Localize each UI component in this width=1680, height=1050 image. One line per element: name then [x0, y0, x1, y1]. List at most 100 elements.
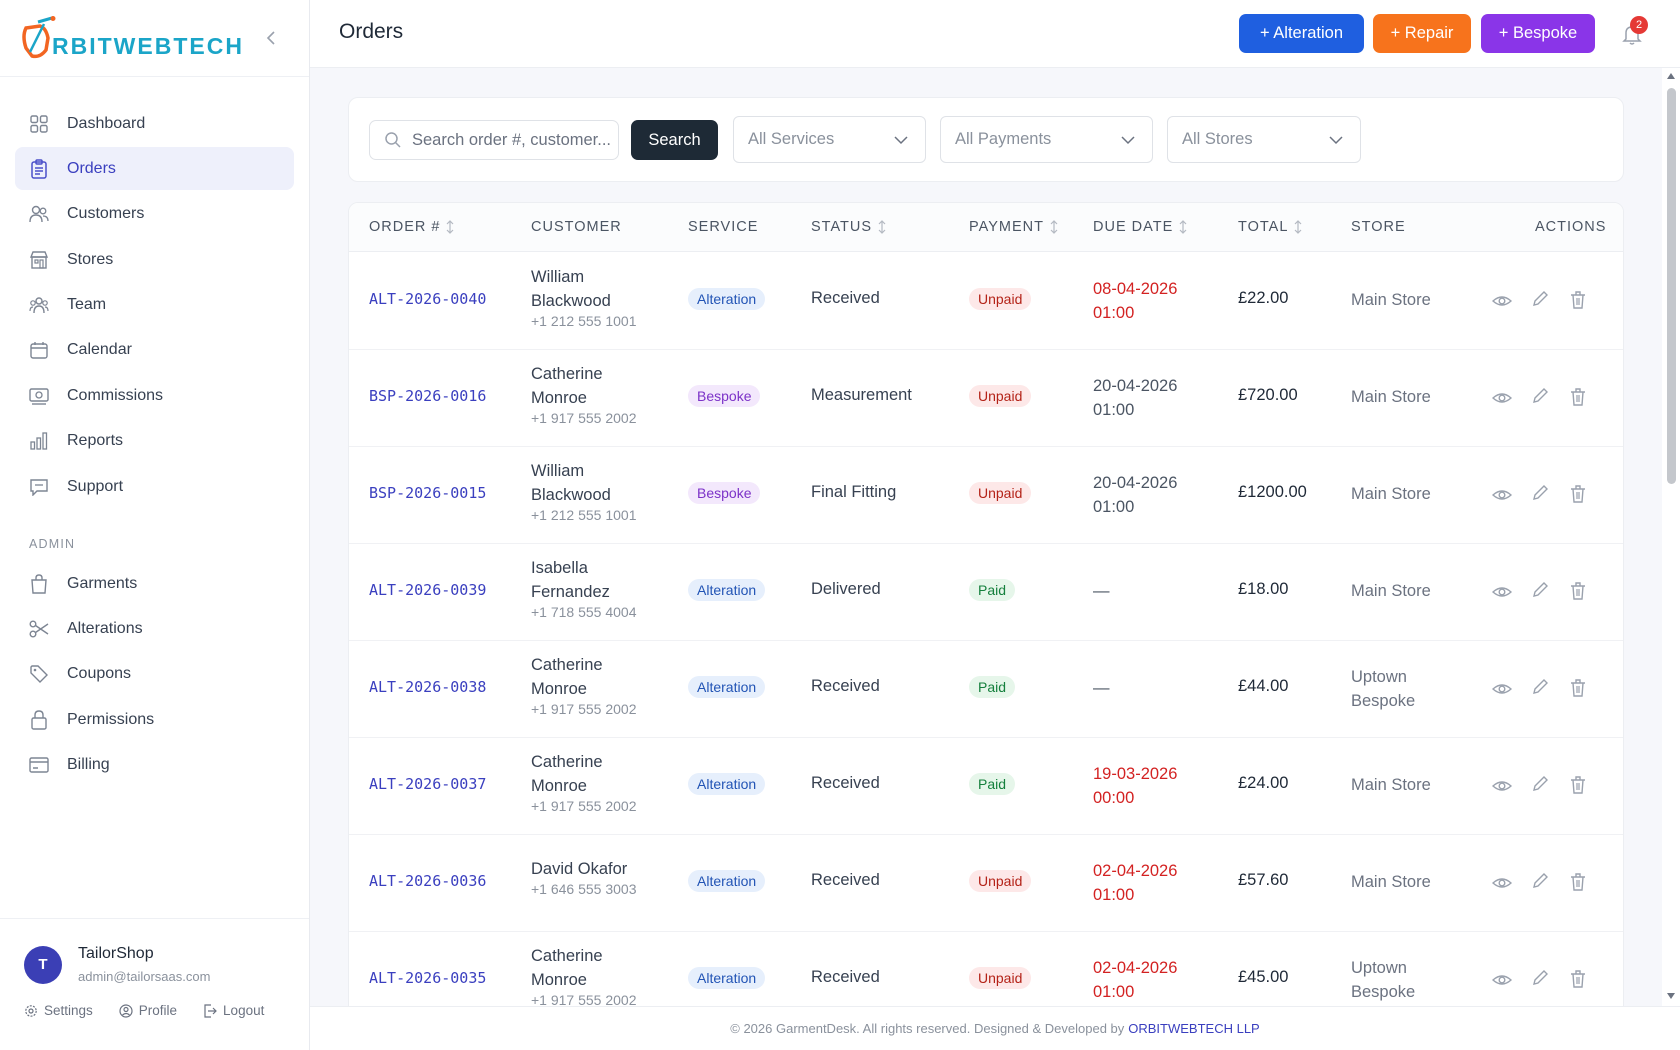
sidebar-item-garments[interactable]: Garments: [15, 562, 294, 605]
scroll-down-arrow-icon[interactable]: [1665, 990, 1677, 1002]
due-time: 01:00: [1093, 886, 1135, 904]
sidebar-item-calendar[interactable]: Calendar: [15, 329, 294, 372]
delete-trash-icon[interactable]: [1568, 484, 1588, 504]
order-number-link[interactable]: ALT-2026-0035: [369, 969, 487, 987]
delete-trash-icon[interactable]: [1568, 872, 1588, 892]
customer-cell: Catherine Monroe +1 917 555 2002: [531, 750, 637, 814]
search-input[interactable]: [412, 130, 612, 150]
order-number-link[interactable]: ALT-2026-0039: [369, 581, 487, 599]
column-header-total[interactable]: TOTAL: [1238, 219, 1303, 235]
order-number-link[interactable]: BSP-2026-0015: [369, 484, 487, 502]
gear-icon: [25, 1004, 37, 1017]
profile-link[interactable]: Profile: [119, 1003, 177, 1018]
table-row[interactable]: ALT-2026-0037 Catherine Monroe +1 917 55…: [349, 738, 1623, 835]
order-number-link[interactable]: ALT-2026-0037: [369, 775, 487, 793]
edit-pencil-icon[interactable]: [1530, 968, 1550, 988]
view-eye-icon[interactable]: [1492, 873, 1512, 893]
clipboard-icon: [29, 159, 49, 179]
view-eye-icon[interactable]: [1492, 776, 1512, 796]
bag-icon: [29, 573, 49, 594]
edit-pencil-icon[interactable]: [1530, 871, 1550, 891]
avatar[interactable]: T: [24, 945, 62, 984]
sidebar-item-orders[interactable]: Orders: [15, 147, 294, 191]
new-alteration-button[interactable]: + Alteration: [1239, 14, 1364, 53]
column-header-service: SERVICE: [688, 219, 758, 235]
delete-trash-icon[interactable]: [1568, 775, 1588, 795]
sidebar-item-permissions[interactable]: Permissions: [15, 698, 294, 741]
table-row[interactable]: ALT-2026-0036 David Okafor +1 646 555 30…: [349, 835, 1623, 932]
search-field[interactable]: [369, 120, 619, 160]
edit-pencil-icon[interactable]: [1530, 580, 1550, 600]
sidebar-item-customers[interactable]: Customers: [15, 193, 294, 236]
logout-link[interactable]: Logout: [203, 1003, 264, 1018]
due-date-cell: 02-04-2026 01:00: [1093, 859, 1177, 907]
column-header-due-date[interactable]: DUE DATE: [1093, 219, 1188, 235]
table-header: ORDER # CUSTOMER SERVICE STATUS PAYMENT …: [349, 203, 1623, 252]
sidebar-item-label: Commissions: [67, 386, 164, 404]
edit-pencil-icon[interactable]: [1530, 289, 1550, 309]
view-eye-icon[interactable]: [1492, 679, 1512, 699]
delete-trash-icon[interactable]: [1568, 387, 1588, 407]
order-number-link[interactable]: ALT-2026-0038: [369, 678, 487, 696]
sidebar-item-team[interactable]: Team: [15, 284, 294, 327]
view-eye-icon[interactable]: [1492, 970, 1512, 990]
scrollbar-thumb[interactable]: [1667, 88, 1676, 484]
delete-trash-icon[interactable]: [1568, 290, 1588, 310]
edit-pencil-icon[interactable]: [1530, 774, 1550, 794]
table-row[interactable]: BSP-2026-0016 Catherine Monroe +1 917 55…: [349, 350, 1623, 447]
column-header-order[interactable]: ORDER #: [369, 219, 455, 235]
new-bespoke-button[interactable]: + Bespoke: [1481, 14, 1595, 53]
payments-filter-select[interactable]: All Payments: [940, 116, 1153, 163]
column-header-status[interactable]: STATUS: [811, 219, 887, 235]
table-row[interactable]: ALT-2026-0035 Catherine Monroe +1 917 55…: [349, 932, 1623, 1006]
edit-pencil-icon[interactable]: [1530, 677, 1550, 697]
sidebar-item-commissions[interactable]: Commissions: [15, 374, 294, 417]
footer-company-link[interactable]: ORBITWEBTECH LLP: [1128, 1021, 1260, 1036]
table-row[interactable]: BSP-2026-0015 William Blackwood +1 212 5…: [349, 447, 1623, 544]
view-eye-icon[interactable]: [1492, 582, 1512, 602]
services-filter-select[interactable]: All Services: [733, 116, 926, 163]
delete-trash-icon[interactable]: [1568, 969, 1588, 989]
brand-logo[interactable]: RBITWEBTECH: [18, 16, 244, 60]
sidebar-item-alterations[interactable]: Alterations: [15, 608, 294, 651]
sidebar-item-billing[interactable]: Billing: [15, 744, 294, 787]
sidebar-item-dashboard[interactable]: Dashboard: [15, 102, 294, 145]
column-header-label: SERVICE: [688, 219, 759, 235]
filter-bar: Search All Services All Payments All Sto…: [348, 97, 1624, 182]
store-cell: Main Store: [1351, 385, 1431, 409]
team-icon: [29, 295, 49, 315]
new-repair-button[interactable]: + Repair: [1373, 14, 1471, 53]
payments-filter-value: All Payments: [955, 130, 1052, 148]
column-header-payment[interactable]: PAYMENT: [969, 219, 1059, 235]
order-number-link[interactable]: BSP-2026-0016: [369, 387, 487, 405]
order-number-link[interactable]: ALT-2026-0040: [369, 290, 487, 308]
view-eye-icon[interactable]: [1492, 291, 1512, 311]
store-name-line-1: Uptown: [1351, 668, 1407, 686]
edit-pencil-icon[interactable]: [1530, 386, 1550, 406]
customer-cell: Catherine Monroe +1 917 555 2002: [531, 362, 637, 426]
service-cell: Alteration: [688, 967, 766, 989]
table-row[interactable]: ALT-2026-0039 Isabella Fernandez +1 718 …: [349, 544, 1623, 641]
edit-pencil-icon[interactable]: [1530, 483, 1550, 503]
view-eye-icon[interactable]: [1492, 485, 1512, 505]
sidebar-item-label: Stores: [67, 250, 114, 268]
delete-trash-icon[interactable]: [1568, 581, 1588, 601]
sidebar-item-coupons[interactable]: Coupons: [15, 653, 294, 696]
sidebar-item-stores[interactable]: Stores: [15, 238, 294, 281]
scroll-up-arrow-icon[interactable]: [1665, 70, 1677, 82]
delete-trash-icon[interactable]: [1568, 678, 1588, 698]
table-row[interactable]: ALT-2026-0040 William Blackwood +1 212 5…: [349, 253, 1623, 350]
store-cell: Uptown Bespoke: [1351, 665, 1415, 713]
settings-link[interactable]: Settings: [24, 1003, 93, 1018]
view-eye-icon[interactable]: [1492, 388, 1512, 408]
stores-filter-select[interactable]: All Stores: [1167, 116, 1361, 163]
collapse-sidebar-button[interactable]: [261, 28, 281, 48]
order-number-link[interactable]: ALT-2026-0036: [369, 872, 487, 890]
customer-cell: William Blackwood +1 212 555 1001: [531, 265, 637, 329]
money-icon: [29, 386, 49, 406]
table-row[interactable]: ALT-2026-0038 Catherine Monroe +1 917 55…: [349, 641, 1623, 738]
total-amount: £44.00: [1238, 677, 1289, 695]
search-button[interactable]: Search: [631, 120, 718, 160]
sidebar-item-reports[interactable]: Reports: [15, 420, 294, 463]
sidebar-item-support[interactable]: Support: [15, 465, 294, 508]
